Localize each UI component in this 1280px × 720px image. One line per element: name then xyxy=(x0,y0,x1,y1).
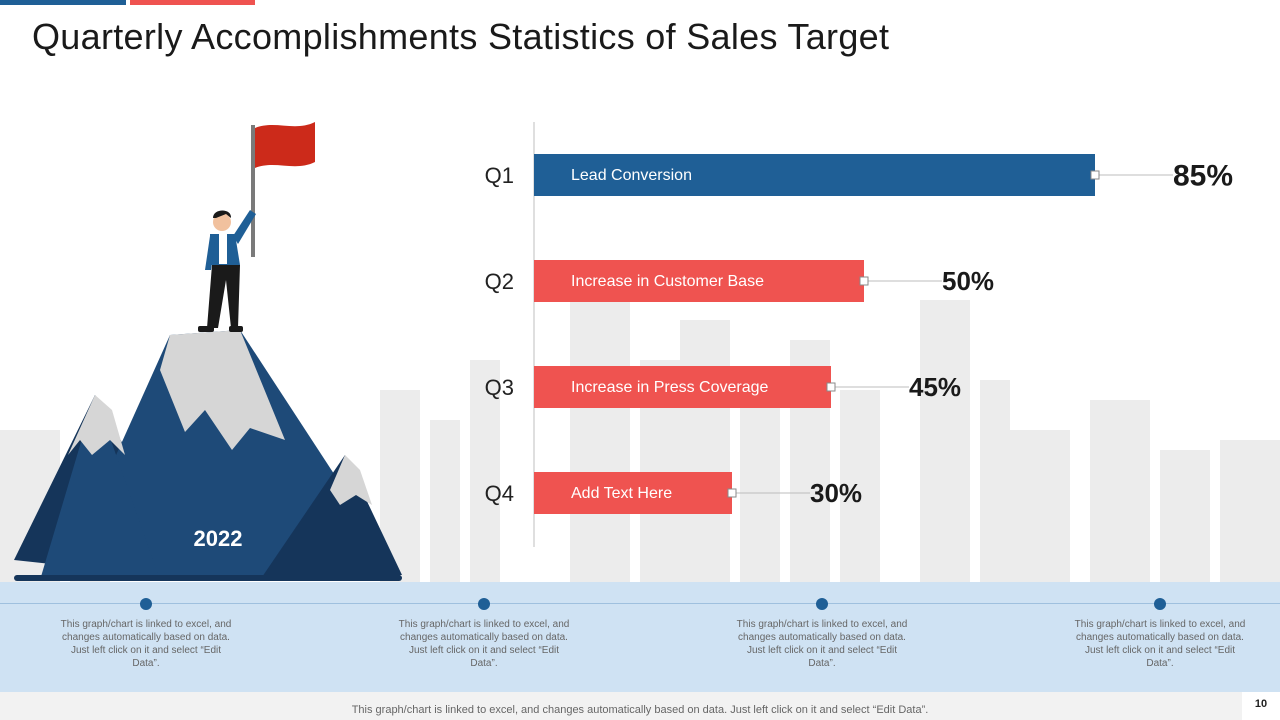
bar-label: Lead Conversion xyxy=(571,167,692,184)
mountain-icon xyxy=(14,330,402,581)
page-number: 10 xyxy=(1242,692,1280,720)
person-icon xyxy=(198,210,256,332)
category-label: Q3 xyxy=(485,375,514,400)
value-label: 85% xyxy=(1173,160,1233,193)
category-label: Q1 xyxy=(485,163,514,188)
timeline-note: This graph/chart is linked to excel, and… xyxy=(1074,619,1246,669)
year-label: 2022 xyxy=(193,526,243,551)
bar-marker xyxy=(859,276,869,286)
value-label: 30% xyxy=(810,478,862,508)
bar xyxy=(534,366,831,408)
timeline-note: This graph/chart is linked to excel, and… xyxy=(60,619,232,669)
timeline-band xyxy=(0,582,1280,692)
timeline-dot xyxy=(140,598,152,610)
bar xyxy=(534,260,864,302)
timeline-dot xyxy=(478,598,490,610)
bar xyxy=(534,154,1095,196)
bar-marker xyxy=(727,488,737,498)
value-label: 50% xyxy=(942,266,994,296)
timeline-line xyxy=(0,603,1280,604)
timeline-note: This graph/chart is linked to excel, and… xyxy=(736,619,908,669)
footer-bar xyxy=(0,692,1280,720)
bar-label: Increase in Press Coverage xyxy=(571,379,769,396)
category-label: Q2 xyxy=(485,269,514,294)
top-accent-blue xyxy=(0,0,126,5)
bar-label: Add Text Here xyxy=(571,485,672,502)
value-label: 45% xyxy=(909,372,961,402)
bar-marker xyxy=(826,382,836,392)
timeline-dot xyxy=(816,598,828,610)
page-title: Quarterly Accomplishments Statistics of … xyxy=(32,16,890,57)
bar-label: Increase in Customer Base xyxy=(571,273,764,290)
top-accent-red xyxy=(130,0,255,5)
bar-chart: Q1 Lead Conversion 85% Q2 Increase in Custom… xyxy=(485,122,1233,547)
category-label: Q4 xyxy=(485,481,514,506)
timeline-note: This graph/chart is linked to excel, and… xyxy=(398,619,570,669)
footer-note: This graph/chart is linked to excel, and… xyxy=(351,704,929,716)
bar-marker xyxy=(1090,170,1100,180)
timeline-dot xyxy=(1154,598,1166,610)
flag-icon xyxy=(251,122,315,257)
mountain-illustration xyxy=(14,122,402,581)
bar xyxy=(534,472,732,514)
